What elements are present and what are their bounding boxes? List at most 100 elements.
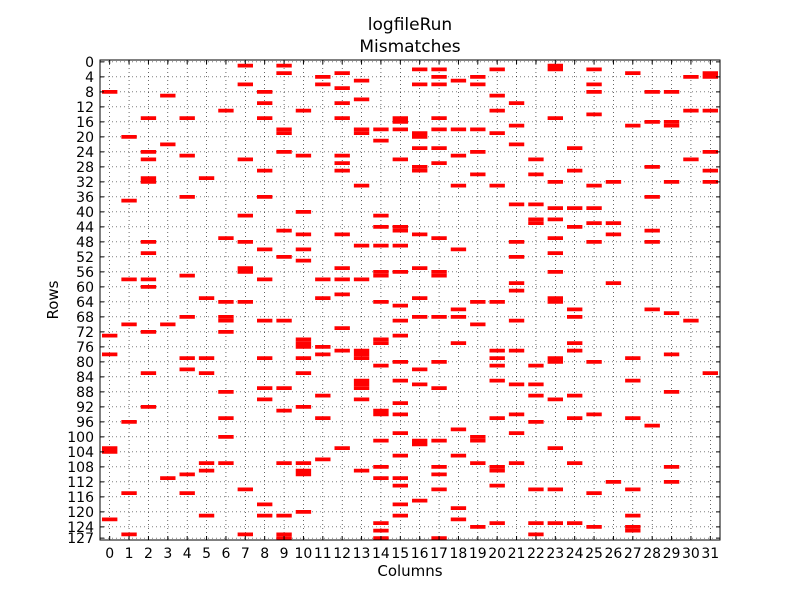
mismatch-cell [431, 386, 447, 390]
mismatch-cell [140, 371, 157, 375]
x-tick-label: 23 [546, 546, 564, 562]
mismatch-cell [179, 315, 195, 319]
mismatch-cell [431, 273, 447, 278]
mismatch-cell [489, 468, 505, 473]
mismatch-cell [528, 393, 544, 398]
mismatch-cell [663, 123, 680, 128]
mismatch-cell [276, 150, 292, 154]
mismatch-cell [334, 153, 350, 158]
mismatch-cell [412, 82, 428, 87]
mismatch-cell [237, 266, 253, 270]
x-tick-label: 14 [372, 546, 390, 562]
mismatch-cell [489, 521, 505, 525]
mismatch-cell [334, 232, 350, 237]
mismatch-cell [431, 127, 447, 132]
mismatch-cell [102, 352, 118, 357]
mismatch-cell [508, 101, 525, 105]
x-tick-label: 18 [450, 546, 468, 562]
mismatch-cell [663, 90, 680, 94]
mismatch-cell [276, 386, 292, 390]
mismatch-cell [644, 165, 660, 169]
mismatch-cell [392, 303, 408, 308]
mismatch-cell [528, 221, 544, 225]
mismatch-cell [392, 483, 408, 488]
mismatch-cell [392, 243, 408, 248]
chart-title-line-2: Mismatches [359, 37, 460, 57]
mismatch-cell [295, 247, 312, 252]
mismatch-cell [489, 465, 505, 469]
mismatch-cell [276, 255, 292, 259]
mismatch-cell [547, 116, 563, 120]
mismatch-cell [450, 247, 467, 252]
mismatch-cell [140, 285, 157, 289]
mismatch-cell [625, 416, 641, 420]
mismatch-cell [373, 273, 389, 278]
mismatch-cell [431, 270, 447, 274]
mismatch-cell [373, 213, 389, 218]
mismatch-cell [295, 345, 312, 349]
mismatch-cell [508, 123, 525, 128]
mismatch-cell [663, 120, 680, 124]
mismatch-cell [547, 521, 563, 525]
mismatch-cell [392, 127, 408, 132]
mismatch-cell [663, 352, 680, 357]
mismatch-cell [586, 67, 602, 72]
x-tick-label: 10 [295, 546, 313, 562]
mismatch-cell [489, 356, 505, 360]
mismatch-cell [567, 416, 583, 420]
mismatch-cell [179, 116, 195, 120]
mismatch-cell [586, 360, 602, 364]
y-tick-label: 12 [76, 100, 94, 116]
mismatch-cell [508, 142, 525, 147]
mismatch-cell [276, 131, 292, 135]
mismatch-cell [295, 210, 312, 214]
mismatch-cell [567, 393, 583, 398]
mismatch-cell [412, 131, 428, 135]
mismatch-cell [586, 221, 602, 225]
y-tick-label: 64 [76, 295, 94, 311]
x-tick-label: 22 [527, 546, 545, 562]
y-tick-label: 8 [85, 85, 94, 101]
mismatch-cell [373, 127, 389, 132]
mismatch-cell [237, 300, 253, 304]
x-tick-label: 7 [241, 546, 250, 562]
mismatch-cell [547, 397, 563, 402]
y-tick-label: 76 [76, 340, 94, 356]
mismatch-cell [295, 472, 312, 477]
mismatch-cell [373, 476, 389, 480]
mismatch-cell [702, 71, 718, 75]
mismatch-cell [663, 180, 680, 184]
mismatch-cell [315, 277, 331, 282]
mismatch-cell [140, 277, 157, 282]
y-tick-label: 52 [76, 250, 94, 266]
mismatch-cell [412, 146, 428, 150]
plot-frame [99, 59, 721, 541]
mismatch-cell [644, 195, 660, 199]
mismatch-cell [567, 146, 583, 150]
mismatch-cell [586, 206, 602, 210]
mismatch-cell [179, 273, 195, 278]
x-tick-label: 13 [353, 546, 371, 562]
mismatch-cell [431, 116, 447, 120]
mismatch-cell [547, 487, 563, 492]
mismatch-cell [450, 127, 467, 132]
mismatch-cell [508, 240, 525, 244]
mismatch-cell [198, 356, 215, 360]
mismatch-cell [257, 90, 273, 94]
mismatch-cell [353, 378, 370, 383]
mismatch-cell [567, 168, 583, 173]
mismatch-cell [528, 363, 544, 368]
mismatch-cell [373, 363, 389, 368]
y-tick-label: 88 [76, 385, 94, 401]
y-tick-label: 0 [85, 55, 94, 71]
mismatch-cell [218, 330, 234, 334]
mismatch-cell [295, 232, 312, 237]
mismatch-cell [470, 172, 486, 177]
mismatch-cell [373, 243, 389, 248]
mismatch-cell [470, 75, 486, 79]
mismatch-cell [644, 90, 660, 94]
mismatch-cell [508, 348, 525, 353]
x-tick-label: 25 [585, 546, 603, 562]
mismatch-cell [353, 397, 370, 402]
x-tick-label: 15 [391, 546, 409, 562]
